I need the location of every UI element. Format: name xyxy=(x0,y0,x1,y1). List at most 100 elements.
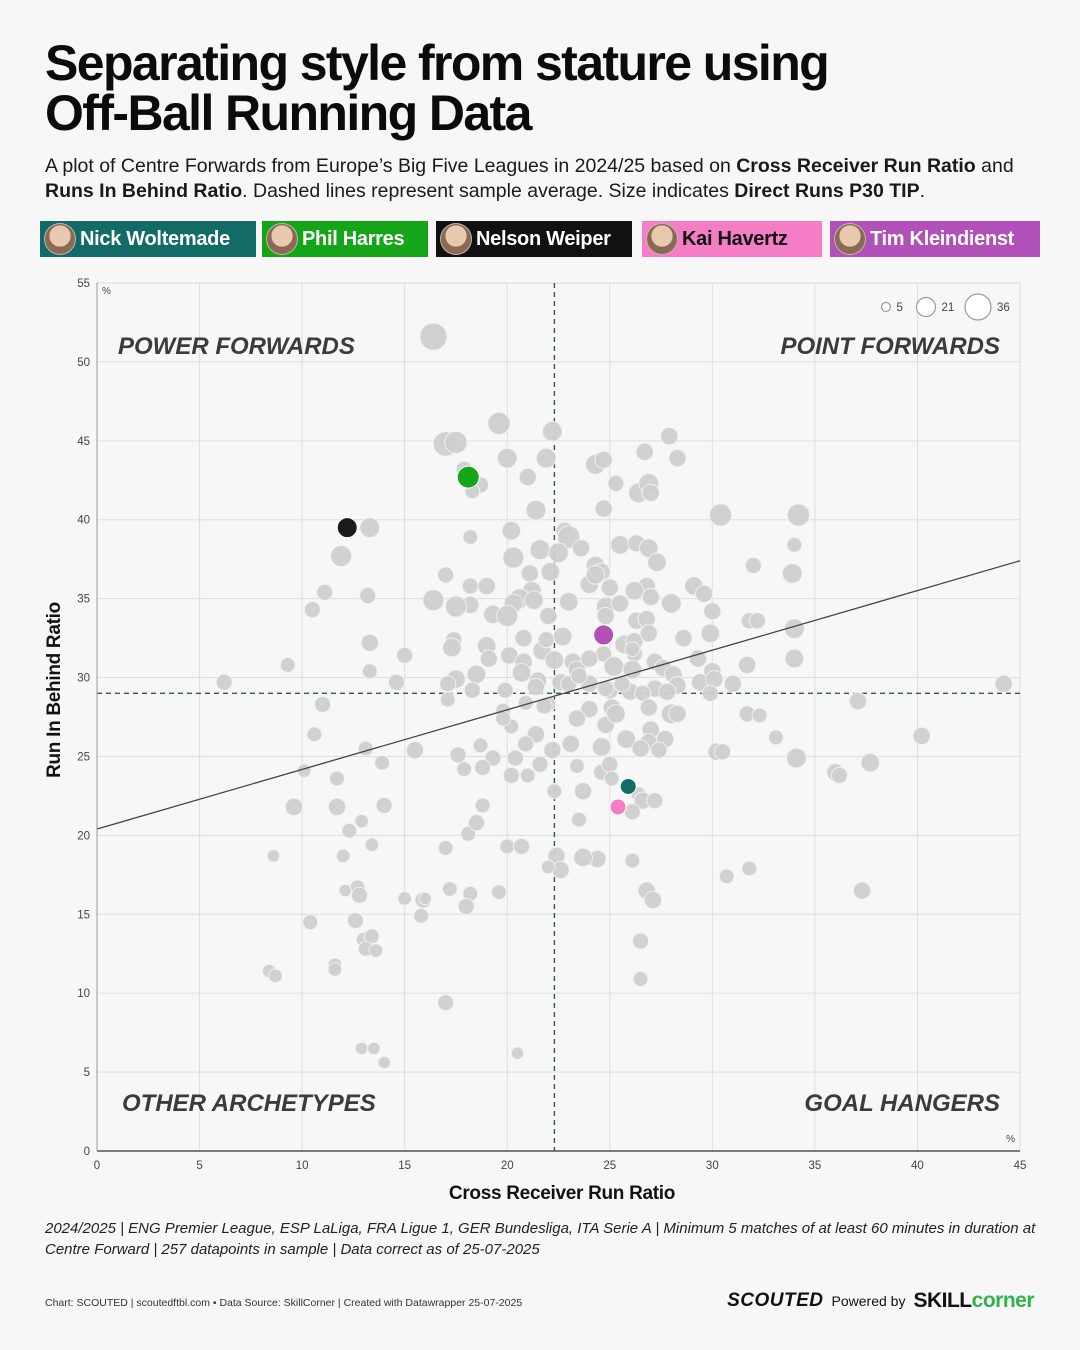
data-point xyxy=(639,698,658,717)
data-point xyxy=(501,520,522,541)
x-tick-label: 15 xyxy=(398,1160,411,1172)
quadrant-label-other-archetypes: OTHER ARCHETYPES xyxy=(122,1090,376,1117)
axes: 0 5 10 15 20 25 30 35 40 450510152025303540455055… xyxy=(77,278,1026,1172)
data-point xyxy=(496,681,514,699)
data-point xyxy=(341,822,358,839)
data-point xyxy=(546,783,563,800)
subtitle-bold-1: Cross Receiver Run Ratio xyxy=(736,155,976,177)
data-point xyxy=(327,962,343,977)
data-point xyxy=(610,594,630,613)
y-unit-label: % xyxy=(102,286,111,297)
data-point xyxy=(616,729,636,749)
data-point xyxy=(548,542,569,564)
data-point xyxy=(643,890,663,910)
x-tick-label: 25 xyxy=(603,1160,616,1172)
data-point xyxy=(457,897,475,915)
highlight-point-phil-harres xyxy=(456,465,480,489)
data-point xyxy=(632,971,649,987)
data-point xyxy=(610,535,630,555)
data-point xyxy=(364,837,380,853)
data-point xyxy=(517,735,535,753)
legend-tag-havertz: Kai Havertz xyxy=(642,221,822,257)
data-point xyxy=(303,601,321,619)
data-point xyxy=(463,681,481,699)
data-point xyxy=(460,825,477,842)
data-point xyxy=(499,838,516,855)
brand-logos: SCOUTED Powered by SKILLcorner xyxy=(727,1289,1034,1313)
highlight-point-kai-havertz xyxy=(609,798,627,816)
data-point xyxy=(316,583,334,601)
data-point xyxy=(350,886,369,904)
data-point xyxy=(660,592,682,614)
data-point xyxy=(405,740,425,760)
powered-by-text: Powered by xyxy=(831,1293,906,1309)
chart-title: Separating style from stature using Off-… xyxy=(45,38,1045,138)
data-point xyxy=(635,442,654,462)
trendline-line xyxy=(96,560,1021,830)
grid-lines xyxy=(96,282,1021,1152)
data-point xyxy=(688,649,708,668)
data-point xyxy=(650,741,668,759)
data-point xyxy=(600,578,619,597)
legend-tag-label: Phil Harres xyxy=(302,227,405,250)
highlight-point-nelson-weiper xyxy=(336,517,358,539)
data-point xyxy=(543,740,562,760)
legend-tag-label: Nelson Weiper xyxy=(476,227,611,250)
data-point xyxy=(367,1041,381,1056)
data-point xyxy=(607,474,625,492)
highlight-point-tim-kleindienst xyxy=(593,624,615,646)
data-point xyxy=(437,994,455,1012)
data-point xyxy=(591,737,612,757)
data-point xyxy=(641,587,660,607)
data-point xyxy=(723,674,743,694)
data-point xyxy=(477,576,496,596)
data-point xyxy=(585,565,606,585)
data-point xyxy=(397,891,412,906)
quadrant-labels: POWER FORWARDS POINT FORWARDS OTHER ARCH… xyxy=(118,333,1000,1117)
trendline xyxy=(96,560,1021,830)
data-point xyxy=(573,847,593,868)
data-point xyxy=(513,837,531,855)
data-point xyxy=(314,695,332,713)
data-point xyxy=(781,562,803,584)
data-point xyxy=(462,529,479,546)
data-point xyxy=(748,612,767,630)
data-point xyxy=(624,641,641,658)
data-point xyxy=(912,726,931,746)
data-point xyxy=(767,729,784,746)
data-point xyxy=(738,655,757,675)
skillcorner-logo-skill: SKILL xyxy=(913,1289,972,1312)
data-point xyxy=(624,580,645,601)
data-point xyxy=(327,797,347,817)
y-tick-label: 25 xyxy=(77,751,90,763)
data-point xyxy=(580,699,599,719)
x-tick-label: 40 xyxy=(911,1160,924,1172)
data-point xyxy=(422,589,445,612)
data-point xyxy=(526,677,546,697)
data-point xyxy=(496,447,518,469)
subtitle-bold-2: Runs In Behind Ratio xyxy=(45,180,243,202)
y-tick-label: 10 xyxy=(77,988,90,1000)
legend-tag-kleindienst: Tim Kleindienst xyxy=(830,221,1040,257)
player-photo-icon xyxy=(44,223,76,255)
data-point xyxy=(439,675,457,693)
data-point xyxy=(437,840,454,856)
x-tick-label: 35 xyxy=(808,1160,821,1172)
data-point xyxy=(487,411,511,436)
y-tick-label: 40 xyxy=(77,515,90,527)
data-point xyxy=(441,881,458,897)
data-point xyxy=(535,447,557,469)
data-point xyxy=(601,755,619,773)
data-point xyxy=(375,796,393,814)
data-point xyxy=(852,881,872,900)
data-point xyxy=(700,623,721,644)
x-tick-label: 10 xyxy=(296,1160,309,1172)
data-point xyxy=(623,803,641,821)
data-point xyxy=(474,758,492,777)
data-point xyxy=(567,709,587,728)
subtitle-text-2: and xyxy=(975,155,1014,177)
data-point xyxy=(374,754,391,771)
data-point xyxy=(279,656,296,673)
data-point xyxy=(442,637,462,658)
data-point xyxy=(580,649,599,668)
